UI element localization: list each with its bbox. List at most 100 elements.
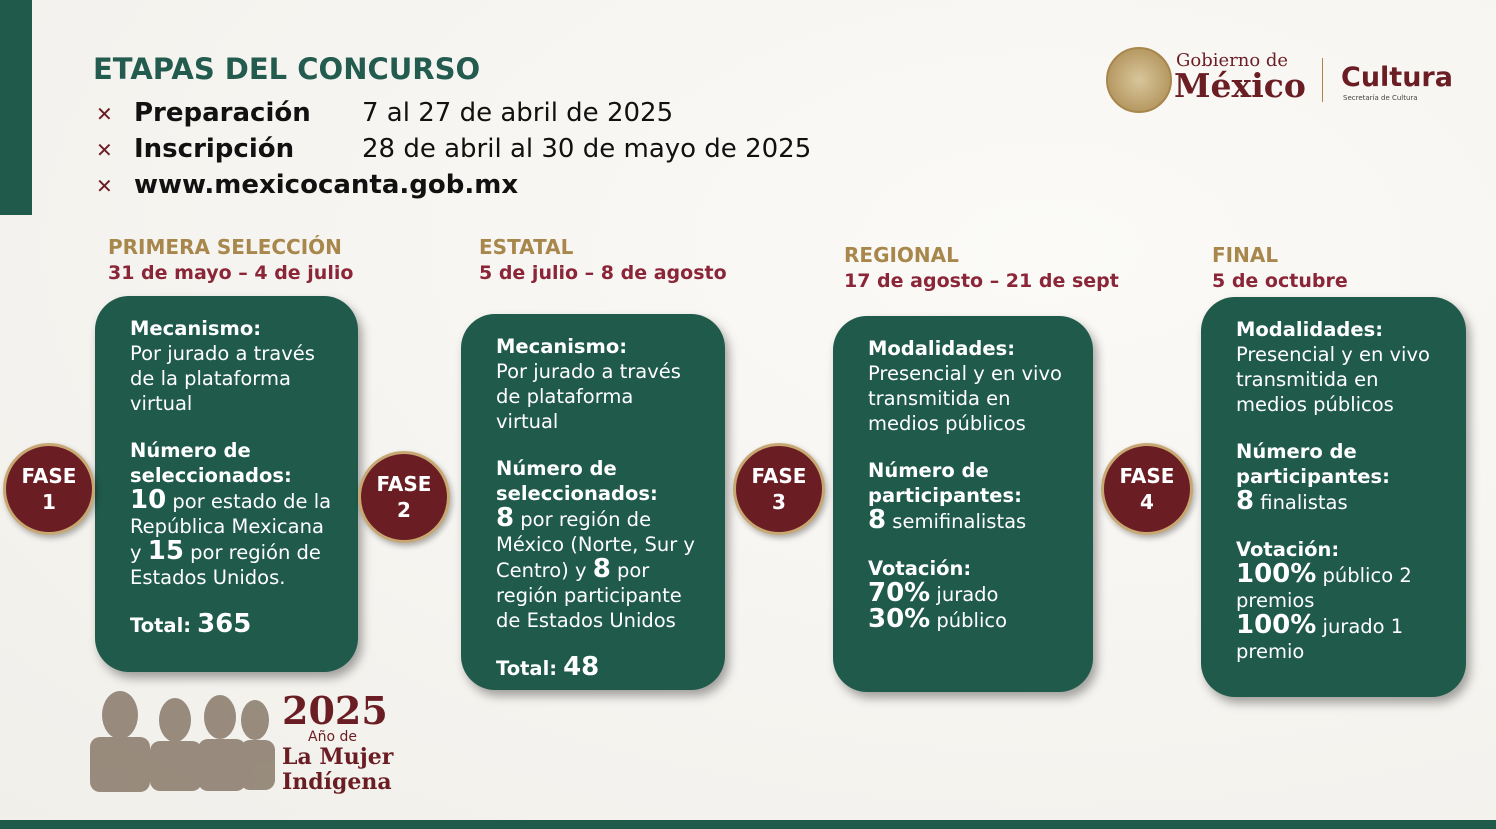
logo-brand: Cultura bbox=[1341, 62, 1453, 93]
highlight-number: 8 bbox=[868, 505, 887, 535]
block-line: 8 finalistas bbox=[1236, 486, 1442, 516]
item-label: Preparación bbox=[134, 98, 311, 128]
block-line: 8 por región de México (Norte, Sur y Cen… bbox=[496, 503, 701, 633]
badge-number: 2 bbox=[397, 498, 411, 522]
highlight-number: 30% bbox=[868, 604, 931, 634]
stage-name: PRIMERA SELECCIÓN bbox=[108, 235, 342, 259]
illustration bbox=[90, 691, 275, 792]
block-line: 100% público 2 premios bbox=[1236, 559, 1442, 613]
card-block: Votación: 70% jurado 30% público bbox=[868, 556, 1069, 633]
stage-dates: 5 de julio – 8 de agosto bbox=[479, 262, 727, 284]
block-line: Presencial y en vivo transmitida en medi… bbox=[1236, 342, 1442, 417]
block-line: 100% jurado 1 premio bbox=[1236, 612, 1442, 664]
total-label: Total: bbox=[130, 614, 192, 637]
badge-label: FASE bbox=[1119, 464, 1175, 488]
highlight-number: 8 bbox=[592, 554, 611, 584]
badge-number: 3 bbox=[772, 490, 786, 514]
block-heading: Número de participantes: bbox=[1236, 440, 1390, 488]
year-line3: Indígena bbox=[282, 769, 392, 795]
line-text: semifinalistas bbox=[886, 510, 1027, 533]
header-item: ✕ www.mexicocanta.gob.mx bbox=[96, 170, 518, 200]
item-label: Inscripción bbox=[134, 134, 295, 164]
logo-divider bbox=[1322, 58, 1323, 102]
badge-number: 4 bbox=[1140, 490, 1154, 514]
total-value: 365 bbox=[197, 609, 252, 639]
block-heading: Mecanismo: bbox=[496, 335, 628, 358]
block-line: Por jurado a través de la plataforma vir… bbox=[130, 341, 334, 416]
phase-badge: FASE 1 bbox=[3, 443, 95, 535]
highlight-number: 15 bbox=[147, 536, 184, 566]
line-text: jurado bbox=[930, 583, 999, 606]
block-heading: Modalidades: bbox=[1236, 318, 1383, 341]
bullet-icon: ✕ bbox=[96, 102, 113, 126]
phase-card: Modalidades: Presencial y en vivo transmi… bbox=[1201, 297, 1466, 697]
block-heading: Número de participantes: bbox=[868, 459, 1022, 507]
block-heading: Votación: bbox=[868, 557, 972, 580]
card-block: Número de participantes: 8 semifinalistas bbox=[868, 458, 1069, 534]
badge-label: FASE bbox=[21, 464, 77, 488]
card-block: Votación: 100% público 2 premios 100% jura… bbox=[1236, 537, 1442, 664]
year: 2025 bbox=[282, 688, 388, 733]
block-line: Por jurado a través de plataforma virtua… bbox=[496, 359, 701, 434]
stage-dates: 5 de octubre bbox=[1212, 270, 1348, 292]
footer-bar bbox=[0, 820, 1496, 829]
block-line: 70% jurado bbox=[868, 578, 1069, 608]
card-total: Total: 365 bbox=[130, 609, 334, 639]
line-text: público bbox=[930, 609, 1008, 632]
header-item: ✕ Preparación 7 al 27 de abril de 2025 bbox=[96, 98, 673, 128]
stage-dates: 31 de mayo – 4 de julio bbox=[108, 262, 354, 284]
block-line: Presencial y en vivo transmitida en medi… bbox=[868, 361, 1069, 436]
line-text: finalistas bbox=[1254, 491, 1348, 514]
block-heading: Votación: bbox=[1236, 538, 1340, 561]
badge-number: 1 bbox=[42, 490, 56, 514]
year-line1: Año de bbox=[308, 729, 357, 745]
seal bbox=[1106, 47, 1172, 113]
block-heading: Número de seleccionados: bbox=[130, 439, 292, 487]
card-block: Número de participantes: 8 finalistas bbox=[1236, 439, 1442, 515]
total-value: 48 bbox=[563, 652, 600, 682]
stage-dates: 17 de agosto – 21 de sept bbox=[844, 270, 1119, 292]
card-block: Número de seleccionados: 8 por región de … bbox=[496, 456, 701, 633]
stage-name: FINAL bbox=[1212, 243, 1279, 267]
line-text: jurado 1 premio bbox=[1236, 615, 1410, 663]
line-text: Presencial y en vivo transmitida en medi… bbox=[1236, 343, 1437, 416]
block-line: 10 por estado de la República Mexicana y… bbox=[130, 485, 338, 590]
line-text: por región participante de Estados Unido… bbox=[496, 559, 688, 632]
line-text: Por jurado a través de la plataforma vir… bbox=[130, 342, 322, 415]
card-block: Número de seleccionados: 10 por estado de… bbox=[130, 438, 334, 590]
stage-name: ESTATAL bbox=[479, 235, 574, 259]
total-label: Total: bbox=[496, 657, 558, 680]
card-block: Modalidades: Presencial y en vivo transmi… bbox=[868, 336, 1069, 436]
phase-card: Mecanismo: Por jurado a través de platafo… bbox=[461, 314, 725, 690]
logo-line2: México bbox=[1174, 66, 1306, 105]
highlight-number: 8 bbox=[1236, 486, 1255, 516]
line-text: Por jurado a través de plataforma virtua… bbox=[496, 360, 688, 433]
title: ETAPAS DEL CONCURSO bbox=[93, 52, 481, 86]
phase-badge: FASE 2 bbox=[358, 451, 450, 543]
block-heading: Modalidades: bbox=[868, 337, 1015, 360]
highlight-number: 100% bbox=[1236, 559, 1317, 589]
stage-name: REGIONAL bbox=[844, 243, 959, 267]
phase-card: Mecanismo: Por jurado a través de la plat… bbox=[95, 296, 358, 672]
highlight-number: 70% bbox=[868, 578, 931, 608]
block-heading: Mecanismo: bbox=[130, 317, 262, 340]
card-block: Mecanismo: Por jurado a través de platafo… bbox=[496, 334, 701, 434]
bullet-icon: ✕ bbox=[96, 174, 113, 198]
year-line2: La Mujer bbox=[282, 744, 394, 770]
phase-badge: FASE 3 bbox=[733, 443, 825, 535]
badge-label: FASE bbox=[376, 472, 432, 496]
highlight-number: 8 bbox=[496, 503, 515, 533]
block-heading: Número de seleccionados: bbox=[496, 457, 658, 505]
line-text: por estado de la República Mexicana y bbox=[130, 490, 338, 564]
card-total: Total: 48 bbox=[496, 652, 701, 682]
phase-card: Modalidades: Presencial y en vivo transmi… bbox=[833, 316, 1093, 692]
logo-sub: Secretaría de Cultura bbox=[1343, 94, 1418, 102]
item-label: www.mexicocanta.gob.mx bbox=[134, 170, 519, 200]
phase-badge: FASE 4 bbox=[1101, 443, 1193, 535]
highlight-number: 10 bbox=[130, 485, 167, 515]
item-value: 28 de abril al 30 de mayo de 2025 bbox=[362, 134, 812, 164]
card-block: Modalidades: Presencial y en vivo transmi… bbox=[1236, 317, 1442, 417]
line-text: por región de Estados Unidos. bbox=[130, 541, 328, 589]
line-text: Presencial y en vivo transmitida en medi… bbox=[868, 362, 1069, 435]
